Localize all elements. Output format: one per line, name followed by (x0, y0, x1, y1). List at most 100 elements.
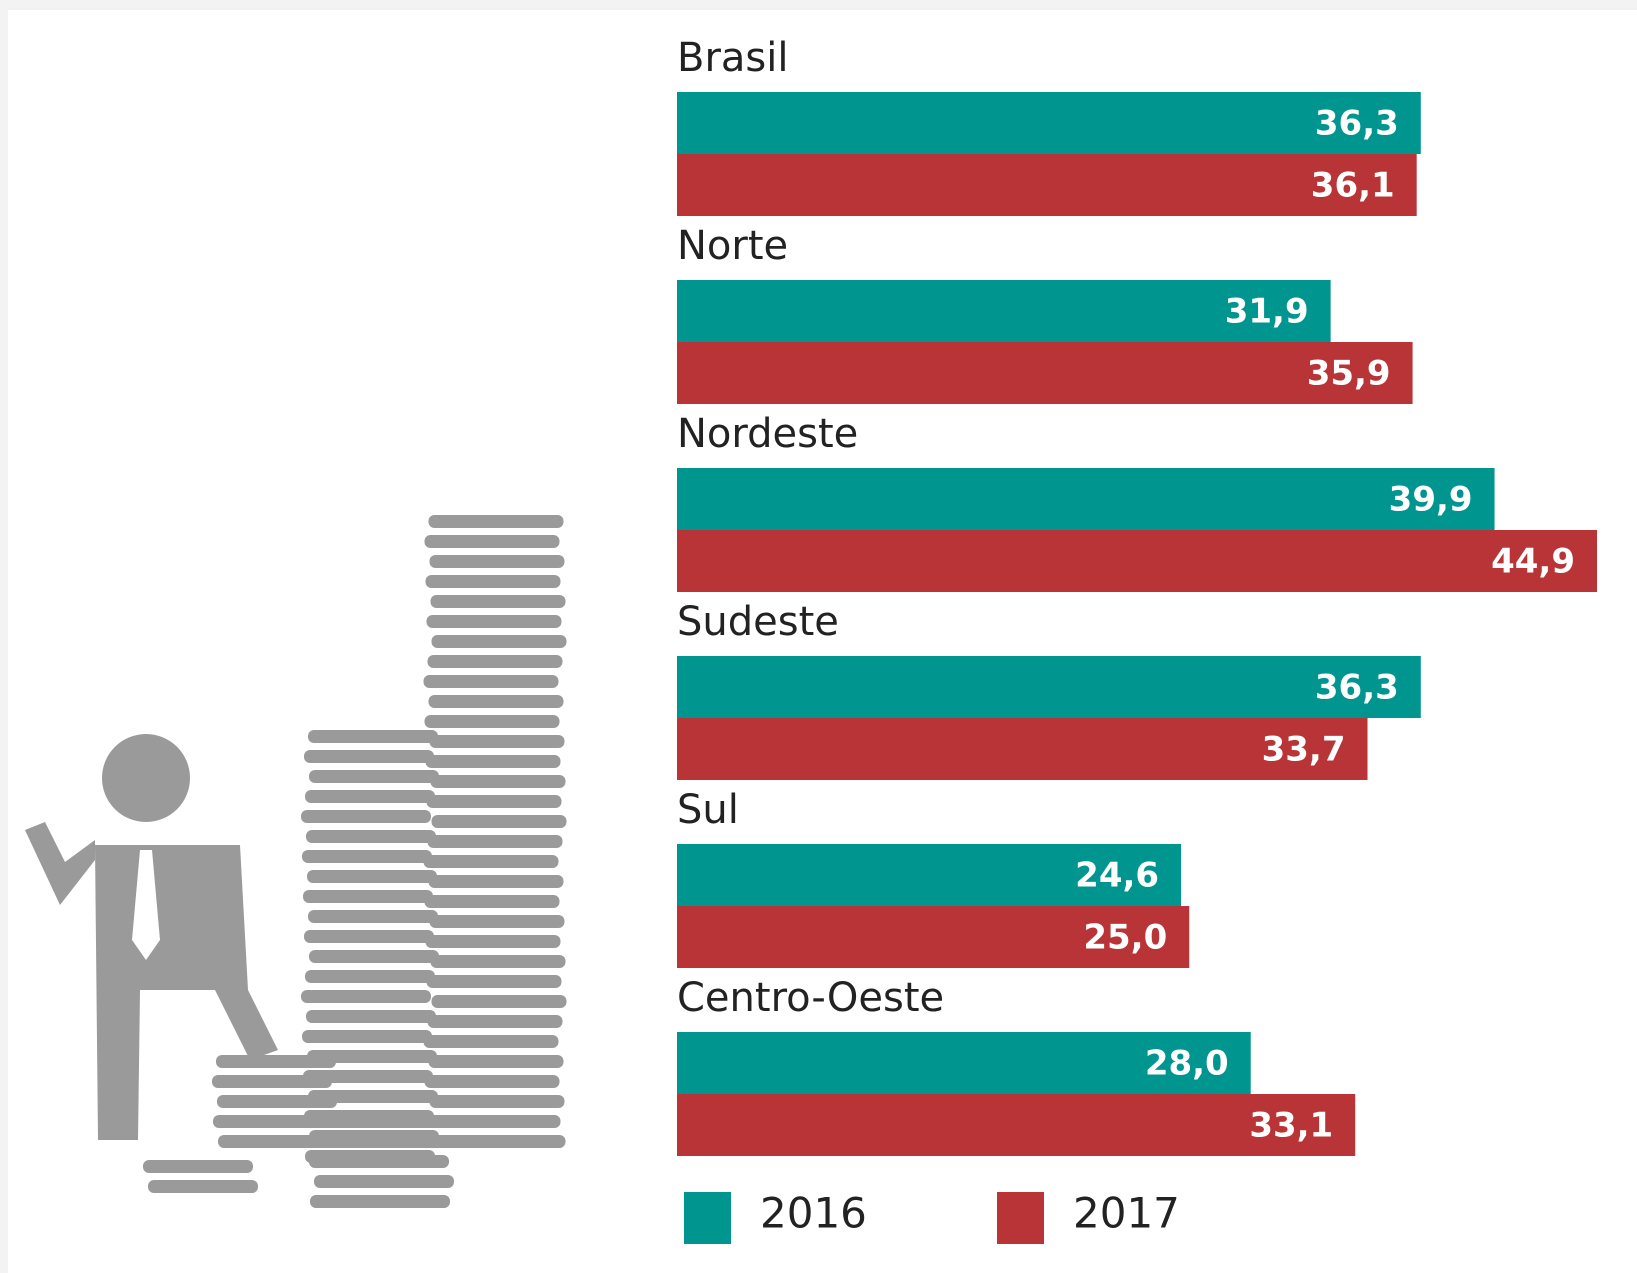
coin (307, 870, 437, 883)
coin (304, 930, 434, 943)
coin (216, 1055, 336, 1068)
bar (677, 844, 1182, 906)
coin (431, 635, 567, 648)
coin (304, 750, 434, 763)
value-label: 44,9 (1491, 542, 1575, 582)
coin (301, 810, 431, 823)
value-label: 24,6 (1075, 856, 1159, 896)
bar (677, 530, 1597, 592)
coin (143, 1160, 253, 1173)
value-label: 28,0 (1145, 1044, 1229, 1084)
legend-label: 2017 (1073, 1189, 1180, 1238)
category-label: Centro-Oeste (677, 975, 944, 1021)
coin (305, 970, 435, 983)
coin (424, 895, 560, 908)
coin (428, 875, 564, 888)
coin (424, 535, 560, 548)
coin (303, 1070, 433, 1083)
bar (677, 92, 1421, 154)
coin (302, 850, 432, 863)
legend-swatch (997, 1192, 1044, 1244)
value-label: 36,3 (1315, 104, 1399, 144)
bar (677, 906, 1190, 968)
coin (425, 755, 561, 768)
value-label: 36,3 (1315, 668, 1399, 708)
bar (677, 154, 1417, 216)
coin (305, 790, 435, 803)
coin (428, 695, 564, 708)
category-label: Nordeste (677, 411, 858, 457)
value-label: 25,0 (1083, 918, 1167, 958)
legend-label: 2016 (760, 1189, 867, 1238)
coin (428, 1055, 564, 1068)
coin (426, 615, 562, 628)
bar (677, 280, 1331, 342)
category-label: Brasil (677, 35, 788, 81)
coin (425, 1115, 561, 1128)
coin (308, 1090, 438, 1103)
bar (677, 656, 1421, 718)
coin (424, 1075, 560, 1088)
person-arm (25, 822, 95, 905)
bar (677, 718, 1368, 780)
coin (429, 915, 565, 928)
coin (313, 1135, 453, 1148)
value-label: 39,9 (1389, 480, 1473, 520)
coin (314, 1175, 454, 1188)
coin (309, 770, 439, 783)
category-label: Sul (677, 787, 739, 833)
coin (308, 910, 438, 923)
coin (425, 935, 561, 948)
coin (423, 1035, 559, 1048)
coin (430, 955, 566, 968)
person-tie (132, 850, 160, 960)
coin (306, 830, 436, 843)
coin (425, 575, 561, 588)
coin (217, 1095, 337, 1108)
value-label: 35,9 (1307, 354, 1391, 394)
coin (218, 1135, 338, 1148)
coin (423, 855, 559, 868)
coin (426, 975, 562, 988)
coin (424, 715, 560, 728)
coin (148, 1180, 258, 1193)
coin (212, 1075, 332, 1088)
value-label: 33,7 (1262, 730, 1346, 770)
person-head (102, 734, 190, 822)
bar (677, 342, 1413, 404)
category-label: Sudeste (677, 599, 839, 645)
coin (427, 835, 563, 848)
coin (309, 1155, 449, 1168)
coin (303, 890, 433, 903)
coin (431, 995, 567, 1008)
coin (423, 675, 559, 688)
category-label: Norte (677, 223, 788, 269)
coin (310, 1195, 450, 1208)
coin (426, 795, 562, 808)
value-label: 33,1 (1249, 1106, 1333, 1146)
coin (308, 730, 438, 743)
coin (309, 950, 439, 963)
coin (430, 775, 566, 788)
value-label: 36,1 (1311, 166, 1395, 206)
bar (677, 1094, 1356, 1156)
illustration (25, 515, 567, 1208)
coin (428, 515, 564, 528)
coin (302, 1030, 432, 1043)
legend-swatch (684, 1192, 731, 1244)
coin (429, 1095, 565, 1108)
coin (427, 655, 563, 668)
bar (677, 468, 1495, 530)
coin (429, 555, 565, 568)
coin (430, 1135, 566, 1148)
coin (430, 595, 566, 608)
coin (427, 1015, 563, 1028)
coin (301, 990, 431, 1003)
coin (429, 735, 565, 748)
coin (307, 1050, 437, 1063)
bar (677, 1032, 1251, 1094)
coin (213, 1115, 333, 1128)
value-label: 31,9 (1225, 292, 1309, 332)
coin (431, 815, 567, 828)
